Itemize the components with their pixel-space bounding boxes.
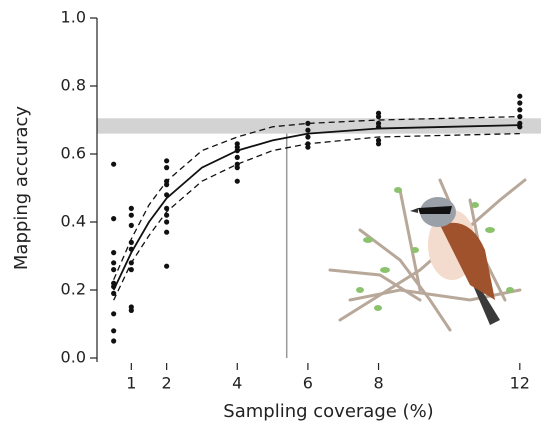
- data-point: [111, 161, 117, 167]
- y-tick-label: 0.0: [61, 348, 86, 367]
- data-point: [517, 114, 523, 120]
- data-point: [111, 338, 117, 344]
- data-point: [164, 182, 170, 188]
- data-point: [305, 144, 311, 150]
- data-point: [164, 205, 170, 211]
- x-tick-label: 12: [510, 374, 530, 393]
- y-axis-label: Mapping accuracy: [11, 106, 32, 271]
- data-point: [111, 250, 117, 256]
- x-tick-label: 8: [373, 374, 383, 393]
- data-point: [128, 222, 134, 228]
- x-tick-label: 4: [232, 374, 242, 393]
- ci-upper: [113, 115, 520, 281]
- y-tick-label: 0.6: [61, 144, 86, 163]
- data-point: [517, 107, 523, 113]
- data-point: [111, 260, 117, 266]
- fit-line: [112, 124, 520, 291]
- data-point: [305, 120, 311, 126]
- x-tick-label: 2: [162, 374, 172, 393]
- data-point: [305, 134, 311, 140]
- data-point: [517, 93, 523, 99]
- data-point: [128, 267, 134, 273]
- data-point: [128, 307, 134, 313]
- data-point: [111, 216, 117, 222]
- bird-illustration: [328, 178, 527, 332]
- data-point: [111, 311, 117, 317]
- data-point: [164, 158, 170, 164]
- y-tick-label: 0.4: [61, 212, 86, 231]
- data-point: [164, 219, 170, 225]
- data-point: [111, 267, 117, 273]
- y-tick-label: 0.2: [61, 280, 86, 299]
- data-point: [517, 100, 523, 106]
- x-tick-label: 6: [303, 374, 313, 393]
- data-point: [164, 165, 170, 171]
- x-axis-label: Sampling coverage (%): [223, 401, 433, 422]
- y-tick-label: 0.8: [61, 76, 86, 95]
- data-point: [128, 212, 134, 218]
- data-point: [375, 141, 382, 147]
- data-point: [164, 229, 170, 235]
- x-tick-label: 1: [126, 374, 136, 393]
- data-point: [128, 205, 134, 211]
- data-point: [305, 127, 311, 133]
- data-point: [375, 114, 382, 120]
- data-point: [164, 263, 170, 269]
- data-point: [111, 328, 117, 334]
- reference-band: [97, 118, 541, 134]
- data-point: [234, 165, 240, 171]
- data-point: [234, 178, 240, 184]
- data-point: [111, 290, 117, 296]
- y-tick-label: 1.0: [61, 8, 86, 27]
- ci-lower: [113, 132, 520, 301]
- data-point: [234, 154, 240, 160]
